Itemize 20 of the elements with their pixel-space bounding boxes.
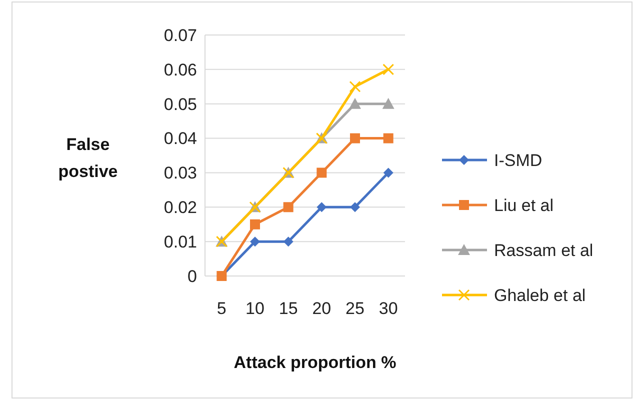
x-tick-label: 20 <box>312 299 332 318</box>
y-tick-label: 0.07 <box>164 26 197 45</box>
y-tick-label: 0.02 <box>164 198 197 218</box>
legend-label: Rassam et al <box>494 240 594 260</box>
legend-label: Liu et al <box>494 196 554 215</box>
x-tick-label: 30 <box>378 299 398 318</box>
y-tick-label: 0.05 <box>164 94 197 114</box>
x-tick-label: 5 <box>216 299 226 318</box>
x-tick-label: 15 <box>278 299 298 318</box>
y-tick-label: 0.04 <box>164 129 197 148</box>
y-tick-label: 0.06 <box>164 60 197 80</box>
y-tick-label: 0.01 <box>164 232 197 252</box>
y-axis-title: False postive <box>58 135 118 181</box>
x-tick-label: 25 <box>346 299 364 318</box>
x-axis-title: Attack proportion % <box>234 353 396 372</box>
y-tick-label: 0.03 <box>164 164 197 183</box>
legend-label: I-SMD <box>494 150 542 170</box>
legend-label: Ghaleb et al <box>494 286 586 305</box>
x-tick-label: 10 <box>246 299 264 318</box>
y-tick-label: 0 <box>188 266 197 286</box>
